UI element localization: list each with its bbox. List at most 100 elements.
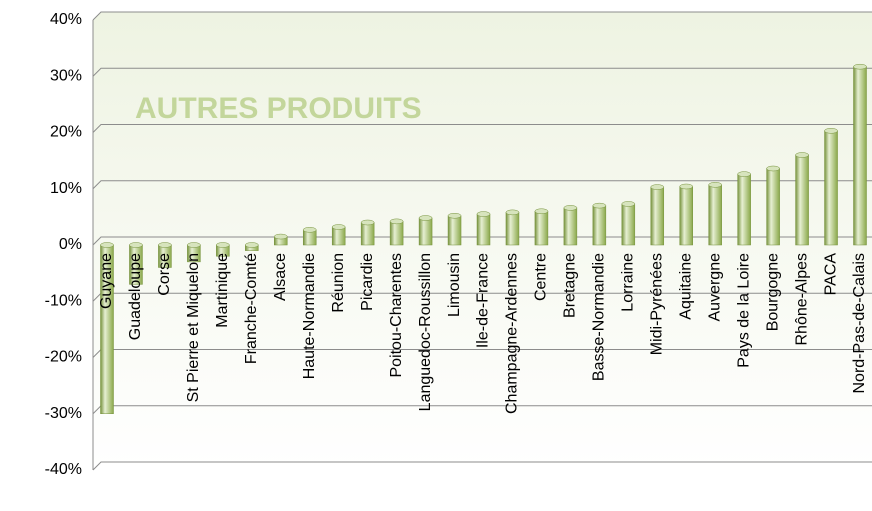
y-tick-label: 20% — [50, 124, 82, 141]
bar-cap — [766, 165, 780, 172]
bar-cap — [418, 215, 433, 221]
x-tick-label: Midi-Pyrénées — [648, 253, 665, 355]
bar-group — [187, 242, 201, 263]
bar-group — [766, 165, 780, 246]
labels: -40% -30% -20% -10% 0% 10% 20% 30% 40% Guyane Guad… — [45, 11, 869, 478]
x-tick-label: Picardie — [359, 253, 376, 311]
grid-line — [92, 236, 872, 246]
bar — [853, 66, 867, 246]
x-tick-label: Bretagne — [562, 253, 579, 318]
grid-line — [92, 124, 872, 133]
grid-line — [92, 11, 872, 21]
bar-cap — [737, 171, 751, 177]
bar-group — [563, 205, 578, 246]
x-tick-label: Rhône-Alpes — [793, 253, 810, 346]
bar-cap — [360, 219, 375, 226]
bar-cap — [592, 202, 607, 209]
x-tick-label: Guadeloupe — [127, 253, 144, 340]
bar-cap — [534, 208, 549, 214]
bar-group — [534, 208, 549, 246]
bar-group — [592, 202, 607, 246]
grid-line — [92, 180, 872, 190]
bar-group — [360, 219, 375, 246]
bar-group — [447, 213, 462, 246]
bar — [737, 173, 751, 246]
bar-cap — [505, 209, 520, 216]
bar-cap — [679, 183, 693, 190]
bar-group — [737, 171, 751, 246]
bar — [650, 186, 665, 246]
bar-cap — [158, 242, 172, 248]
y-tick-label: -30% — [45, 405, 82, 422]
bar-cap — [447, 213, 462, 219]
bar — [476, 213, 491, 246]
y-tick-label: 40% — [50, 11, 82, 28]
bar-group — [245, 242, 259, 251]
x-tick-label: Basse-Normandie — [591, 253, 608, 381]
x-tick-label: Franche-Comté — [243, 253, 260, 364]
bar-group — [650, 184, 665, 246]
bar-group — [302, 227, 317, 246]
y-tick-label: -40% — [45, 461, 82, 478]
bar-group — [418, 215, 433, 246]
bar — [708, 184, 722, 246]
bar — [592, 205, 607, 246]
bar-cap — [563, 205, 578, 211]
x-tick-label: Bourgogne — [764, 253, 781, 331]
bar-group — [158, 242, 172, 268]
bar-cap — [245, 242, 259, 248]
bar — [505, 212, 520, 246]
x-tick-label: Corse — [156, 253, 173, 296]
bar — [360, 222, 375, 246]
bar — [447, 215, 462, 246]
x-tick-label: Poitou-Charentes — [388, 253, 405, 378]
bar — [766, 168, 780, 246]
bar-cap — [621, 201, 636, 207]
x-tick-label: Limousin — [446, 253, 463, 317]
bar-group — [853, 63, 867, 246]
x-tick-label: Auvergne — [706, 253, 723, 322]
bar-cap — [216, 242, 230, 248]
x-tick-label: St Pierre et Miquelon — [185, 253, 202, 402]
bar — [534, 211, 549, 246]
bar-cap — [650, 184, 665, 190]
y-tick-label: 10% — [50, 180, 82, 197]
bar-cap — [302, 227, 317, 233]
bar-cap — [389, 218, 404, 225]
bar — [621, 203, 636, 246]
x-tick-label: Ile-de-France — [475, 253, 492, 348]
bar — [679, 186, 693, 246]
bar — [824, 130, 838, 246]
grid-line — [92, 67, 872, 77]
bars — [100, 63, 867, 414]
x-tick-label: Guyane — [98, 253, 115, 309]
bar-group — [824, 128, 838, 246]
bar-cap — [274, 233, 288, 240]
bar-group — [274, 233, 288, 246]
bar-group — [621, 201, 636, 246]
bar-group — [129, 242, 143, 285]
bar-cap — [476, 211, 491, 217]
y-tick-label: -10% — [45, 292, 82, 309]
bar — [418, 217, 433, 246]
y-tick-label: 0% — [59, 236, 82, 253]
chart-title: AUTRES PRODUITS — [135, 92, 422, 125]
bar — [795, 154, 809, 246]
x-tick-label: PACA — [822, 253, 839, 296]
bar-cap — [187, 242, 201, 248]
x-tick-label: Nord-Pas-de-Calais — [851, 253, 868, 394]
bar-cap — [853, 63, 867, 70]
bar-group — [795, 152, 809, 246]
bar-group — [100, 242, 114, 414]
x-tick-label: Centre — [533, 253, 550, 301]
x-tick-label: Languedoc-Roussillon — [417, 253, 434, 411]
x-tick-label: Martinique — [214, 253, 231, 328]
bar-cap — [100, 242, 114, 248]
x-tick-label: Alsace — [272, 253, 289, 301]
bar-group — [476, 211, 491, 246]
bar-group — [389, 218, 404, 246]
bar-cap — [708, 182, 722, 188]
bar-group — [679, 183, 693, 246]
bar-cap — [824, 128, 838, 134]
